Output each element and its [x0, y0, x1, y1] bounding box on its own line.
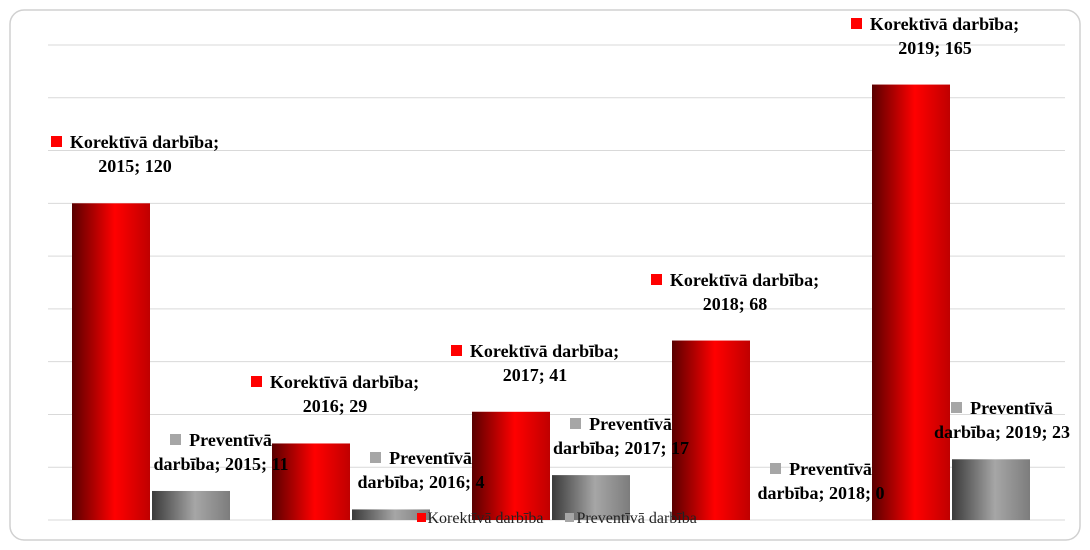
- bar-shade: [472, 411, 550, 520]
- chart-border: [9, 9, 1081, 541]
- data-label-text: Korektīvā darbība; 2018; 68: [669, 269, 820, 314]
- legend-key: [565, 513, 575, 522]
- bar-shade: [552, 475, 630, 520]
- bar-shade: [152, 490, 230, 520]
- legend: Korektīvā darbība Preventīvā darbība: [416, 510, 719, 528]
- label-key: [650, 273, 662, 285]
- data-label: Korektīvā darbība; 2015; 120: [35, 130, 235, 178]
- label-key: [170, 433, 182, 445]
- data-label-text: Preventīvā darbība; 2017; 17: [552, 414, 689, 459]
- legend-item: Preventīvā darbība: [565, 510, 697, 528]
- label-key: [850, 17, 862, 29]
- data-label: Korektīvā darbība; 2016; 29: [235, 370, 435, 418]
- data-label: Preventīvā darbība; 2015; 11: [141, 428, 301, 476]
- bar-shade: [272, 443, 350, 520]
- legend-label: Korektīvā darbība: [427, 510, 544, 527]
- data-label: Preventīvā darbība; 2017; 17: [541, 412, 701, 460]
- legend-item: Korektīvā darbība: [416, 510, 544, 528]
- label-key: [770, 463, 782, 474]
- bar-shade: [952, 459, 1030, 520]
- data-label-text: Preventīvā darbība; 2019; 23: [933, 398, 1070, 443]
- data-label-text: Korektīvā darbība; 2017; 41: [469, 340, 620, 385]
- data-label-text: Korektīvā darbība; 2016; 29: [269, 372, 420, 417]
- data-label: Korektīvā darbība; 2018; 68: [635, 268, 835, 316]
- data-label-text: Korektīvā darbība; 2015; 120: [69, 132, 220, 177]
- bar-shade: [872, 84, 950, 520]
- data-label: Preventīvā darbība; 2019; 23: [922, 396, 1082, 444]
- data-label: Korektīvā darbība; 2017; 41: [435, 339, 635, 387]
- label-key: [50, 136, 62, 148]
- bar-shade: [72, 203, 150, 521]
- label-key: [250, 376, 262, 388]
- label-key: [570, 418, 582, 430]
- data-label-text: Preventīvā darbība; 2015; 11: [153, 429, 289, 474]
- data-label-text: Korektīvā darbība; 2019; 165: [869, 13, 1020, 58]
- label-key: [450, 344, 462, 356]
- data-label-text: Preventīvā darbība; 2018; 0: [757, 459, 885, 503]
- data-label: Preventīvā darbība; 2016; 4: [341, 446, 501, 494]
- legend-label: Preventīvā darbība: [576, 510, 697, 527]
- label-key: [370, 452, 382, 464]
- bar-shade: [672, 340, 750, 520]
- data-label: Korektīvā darbība; 2019; 165: [835, 12, 1035, 60]
- bar-shade: [352, 509, 430, 520]
- data-label-text: Preventīvā darbība; 2016; 4: [357, 448, 485, 493]
- data-label: Preventīvā darbība; 2018; 0: [741, 457, 901, 505]
- legend-key: [416, 513, 426, 522]
- label-key: [951, 402, 963, 414]
